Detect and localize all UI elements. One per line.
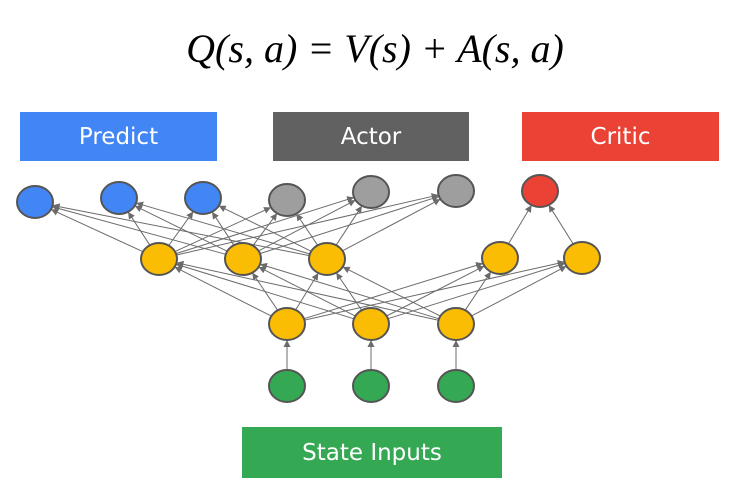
hidden-node bbox=[438, 308, 474, 340]
critic-label: Critic bbox=[591, 124, 651, 150]
input-node bbox=[353, 370, 389, 402]
connection-arrow bbox=[343, 200, 440, 251]
actor-node bbox=[438, 175, 474, 207]
hidden-node bbox=[564, 242, 600, 274]
connection-arrow bbox=[176, 267, 272, 316]
input-node bbox=[438, 370, 474, 402]
connection-arrow bbox=[336, 207, 361, 246]
connection-arrow bbox=[472, 267, 566, 316]
hidden-node bbox=[141, 243, 177, 275]
q-value-formula: Q(s, a) = V(s) + A(s, a) bbox=[186, 26, 564, 71]
predict-label: Predict bbox=[79, 124, 158, 150]
input-node bbox=[269, 370, 305, 402]
connection-arrow bbox=[178, 263, 439, 320]
connection-arrow bbox=[305, 262, 564, 320]
actor-node bbox=[269, 184, 305, 216]
hidden-node bbox=[353, 308, 389, 340]
connection-arrow bbox=[465, 273, 490, 311]
actor-label: Actor bbox=[341, 124, 402, 150]
connection-arrow bbox=[508, 206, 531, 244]
predict-node bbox=[185, 182, 221, 214]
connection-arrow bbox=[52, 210, 143, 252]
hidden-node bbox=[482, 242, 518, 274]
state-inputs-label: State Inputs bbox=[302, 440, 442, 466]
hidden-node bbox=[309, 243, 345, 275]
connection-arrow bbox=[344, 267, 441, 316]
connection-arrow bbox=[387, 266, 484, 316]
connection-arrow bbox=[388, 264, 564, 319]
edges bbox=[52, 195, 573, 370]
hidden-node bbox=[225, 243, 261, 275]
hidden-node bbox=[269, 308, 305, 340]
predict-node bbox=[17, 186, 53, 218]
predict-node bbox=[101, 182, 137, 214]
connection-arrow bbox=[549, 206, 573, 244]
critic-node bbox=[522, 175, 558, 207]
actor-node bbox=[353, 176, 389, 208]
